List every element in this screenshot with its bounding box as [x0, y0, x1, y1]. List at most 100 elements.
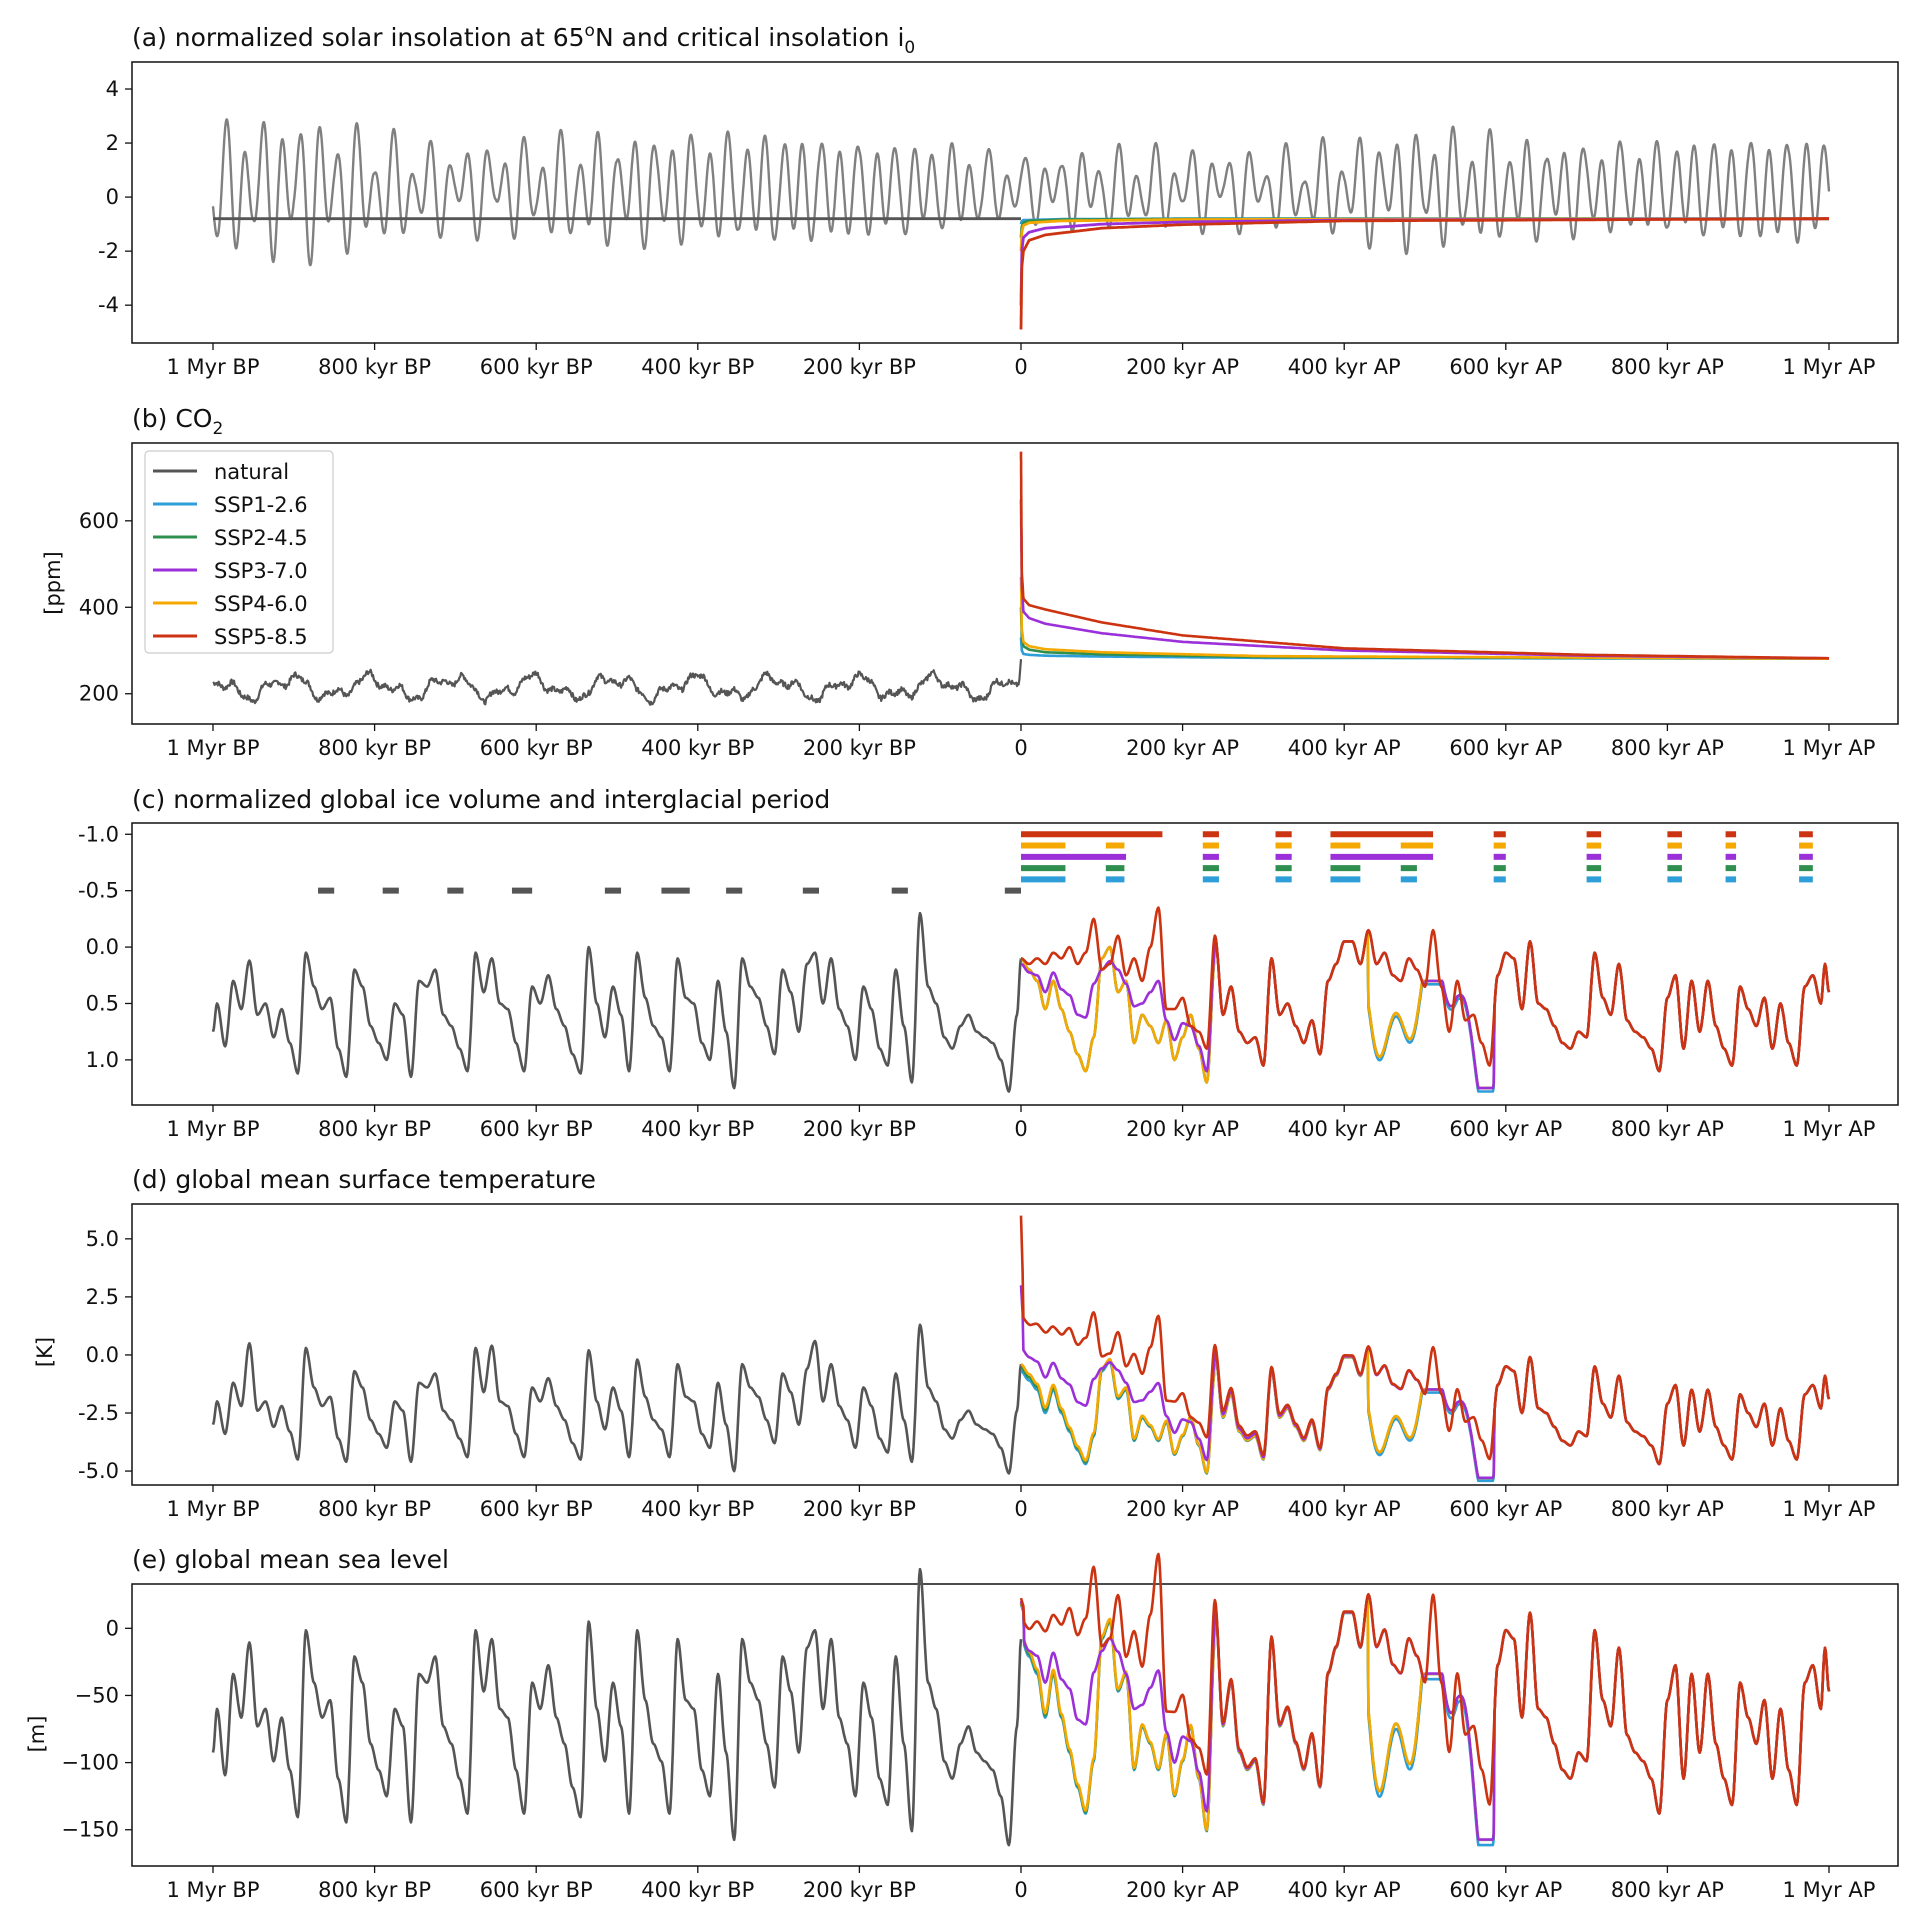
legend-label-SSP2-4.5: SSP2-4.5: [214, 526, 308, 550]
panel-e-xtick-label: 0: [1014, 1878, 1027, 1902]
panel-c-xtick-label: 1 Myr AP: [1783, 1117, 1876, 1141]
panel-a-xtick-label: 800 kyr BP: [318, 355, 431, 379]
panel-e-ylabel: [m]: [25, 1716, 49, 1753]
panel-c-xtick-label: 400 kyr BP: [641, 1117, 754, 1141]
panel-e-xtick-label: 600 kyr AP: [1449, 1878, 1562, 1902]
panel-d-title: (d) global mean surface temperature: [132, 1165, 596, 1194]
panel-c-title: (c) normalized global ice volume and int…: [132, 785, 830, 814]
panel-e-ytick-label: 0: [106, 1616, 119, 1640]
ice-natural-line: [211, 911, 1023, 1093]
panel-a-xtick-label: 600 kyr BP: [480, 355, 593, 379]
panel-e-xtick-label: 800 kyr AP: [1611, 1878, 1724, 1902]
panel-c-xtick-label: 800 kyr BP: [318, 1117, 431, 1141]
panel-d-xtick-label: 600 kyr AP: [1449, 1497, 1562, 1521]
sealevel-natural-line: [211, 1567, 1023, 1847]
legend: natural SSP1-2.6 SSP2-4.5 SSP3-7.0 SSP4-6.0 S…: [144, 450, 334, 654]
panel-e-xtick-label: 400 kyr BP: [641, 1878, 754, 1902]
panel-d-xtick-label: 200 kyr BP: [803, 1497, 916, 1521]
panel-d-frame: [131, 1203, 1899, 1486]
panel-d-xtick-label: 200 kyr AP: [1126, 1497, 1239, 1521]
panel-d-ytick-label: 2.5: [86, 1285, 119, 1309]
panel-e-title: (e) global mean sea level: [132, 1545, 449, 1574]
panel-b-xtick-label: 200 kyr BP: [803, 736, 916, 760]
panel-c-ytick-label: 1.0: [86, 1048, 119, 1072]
panel-a-xtick-label: 400 kyr AP: [1288, 355, 1401, 379]
panel-a-xtick-label: 200 kyr AP: [1126, 355, 1239, 379]
insolation-line: [211, 118, 1831, 267]
panel-c-ytick-label: 0.0: [86, 935, 119, 959]
ice-SSP3-7.0-line: [1020, 928, 1831, 1090]
panel-a-frame: [131, 61, 1899, 344]
legend-label-natural: natural: [214, 460, 289, 484]
panel-b-ytick-label: 200: [79, 682, 119, 706]
ice-SSP5-8.5-line: [1020, 906, 1831, 1073]
co2-SSP5-8.5-line: [1019, 450, 1830, 660]
panel-a-ytick-label: 0: [106, 185, 119, 209]
panel-c-ytick-label: -0.5: [78, 879, 119, 903]
panel-b-xtick-label: 600 kyr AP: [1449, 736, 1562, 760]
panel-b-xtick-label: 600 kyr BP: [480, 736, 593, 760]
panel-b-ytick-label: 400: [79, 595, 119, 619]
panel-c-frame: [131, 822, 1899, 1106]
sealevel-SSP2-4.5-line: [1019, 1595, 1831, 1842]
panel-e-xtick-label: 1 Myr AP: [1783, 1878, 1876, 1902]
co2-natural-line: [212, 659, 1023, 706]
panel-e-ytick-label: −150: [61, 1818, 119, 1842]
panel-a-ytick-label: 4: [106, 77, 119, 101]
panel-e-frame: [131, 1583, 1899, 1867]
panel-d-xtick-label: 800 kyr AP: [1611, 1497, 1724, 1521]
temp-SSP3-7.0-line: [1019, 1285, 1831, 1480]
panel-b-xtick-label: 1 Myr BP: [167, 736, 260, 760]
temp-SSP4-6.0-line: [1020, 1347, 1831, 1480]
panel-a-xtick-label: 200 kyr BP: [803, 355, 916, 379]
co2-SSP3-7.0-line: [1019, 498, 1830, 660]
panel-b-frame: [131, 442, 1899, 725]
panel-a-xtick-label: 800 kyr AP: [1611, 355, 1724, 379]
legend-label-SSP4-6.0: SSP4-6.0: [214, 592, 308, 616]
panel-b-xtick-label: 800 kyr BP: [318, 736, 431, 760]
panel-d-xtick-label: 600 kyr BP: [480, 1497, 593, 1521]
legend-label-SSP3-7.0: SSP3-7.0: [214, 559, 308, 583]
sealevel-SSP4-6.0-line: [1019, 1595, 1831, 1841]
co2-SSP4-6.0-line: [1019, 575, 1829, 660]
panel-c-xtick-label: 400 kyr AP: [1288, 1117, 1401, 1141]
panel-c-ytick-label: 0.5: [86, 991, 119, 1015]
panel-a-ytick-label: 2: [106, 131, 119, 155]
panel-a-xtick-label: 0: [1014, 355, 1027, 379]
legend-label-SSP5-8.5: SSP5-8.5: [214, 625, 308, 649]
ice-SSP1-2.6-line: [1020, 929, 1831, 1093]
panel-c-xtick-label: 200 kyr BP: [803, 1117, 916, 1141]
panel-b-xtick-label: 400 kyr BP: [641, 736, 754, 760]
legend-label-SSP1-2.6: SSP1-2.6: [214, 493, 308, 517]
temp-natural-line: [211, 1323, 1023, 1475]
panel-e-ytick-label: −100: [61, 1751, 119, 1775]
sealevel-SSP1-2.6-line: [1019, 1595, 1831, 1847]
ice-SSP2-4.5-line: [1020, 929, 1831, 1090]
panel-b-title: (b) CO2: [132, 404, 223, 439]
panel-a-title: (a) normalized solar insolation at 65oN …: [132, 21, 915, 58]
panel-e-xtick-label: 200 kyr AP: [1126, 1878, 1239, 1902]
panel-c-xtick-label: 800 kyr AP: [1611, 1117, 1724, 1141]
panel-e-xtick-label: 200 kyr BP: [803, 1878, 916, 1902]
panel-d-ytick-label: -5.0: [78, 1459, 119, 1483]
panel-d-xtick-label: 1 Myr BP: [167, 1497, 260, 1521]
panel-b-xtick-label: 400 kyr AP: [1288, 736, 1401, 760]
panel-d-xtick-label: 800 kyr BP: [318, 1497, 431, 1521]
panel-c-xtick-label: 200 kyr AP: [1126, 1117, 1239, 1141]
panel-c-xtick-label: 600 kyr BP: [480, 1117, 593, 1141]
panel-e-xtick-label: 400 kyr AP: [1288, 1878, 1401, 1902]
panel-c-xtick-label: 600 kyr AP: [1449, 1117, 1562, 1141]
sealevel-SSP3-7.0-line: [1019, 1593, 1831, 1841]
panel-d-ylabel: [K]: [33, 1337, 57, 1367]
panel-a-xtick-label: 600 kyr AP: [1449, 355, 1562, 379]
panel-b-xtick-label: 1 Myr AP: [1783, 736, 1876, 760]
panel-c-ytick-label: -1.0: [78, 822, 119, 846]
panel-d-xtick-label: 400 kyr BP: [641, 1497, 754, 1521]
panel-d-xtick-label: 0: [1014, 1497, 1027, 1521]
panel-d-ytick-label: 0.0: [86, 1343, 119, 1367]
panel-c-xtick-label: 0: [1014, 1117, 1027, 1141]
panel-c-xtick-label: 1 Myr BP: [167, 1117, 260, 1141]
panel-b-ylabel: [ppm]: [41, 551, 65, 615]
panel-b-xtick-label: 800 kyr AP: [1611, 736, 1724, 760]
ice-SSP4-6.0-line: [1020, 929, 1831, 1090]
